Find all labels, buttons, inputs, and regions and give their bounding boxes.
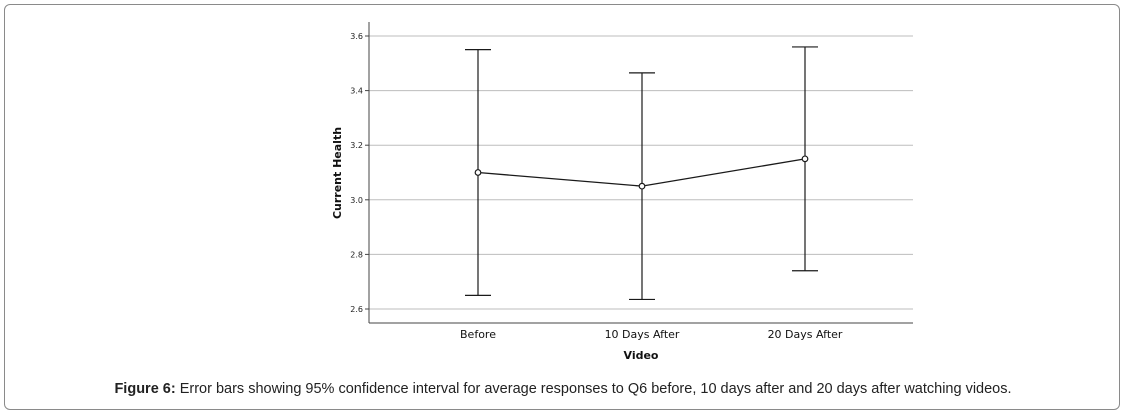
caption-text: Error bars showing 95% confidence interv… — [175, 381, 1012, 397]
x-tick-labels: Before 10 Days After 20 Days After — [460, 328, 843, 341]
mean-point — [638, 182, 646, 190]
x-tick-label: 10 Days After — [605, 328, 680, 341]
mean-points — [474, 155, 809, 190]
y-axis-title: Current Health — [331, 127, 344, 219]
y-tick-label: 2.6 — [350, 305, 363, 314]
y-tick-labels: 2.6 2.8 3.0 3.2 3.4 3.6 — [350, 32, 363, 314]
x-tick-label: 20 Days After — [768, 328, 843, 341]
mean-point — [474, 169, 482, 176]
y-tick-label: 2.8 — [350, 250, 363, 259]
gridlines — [369, 35, 913, 310]
y-tick-label: 3.2 — [350, 141, 363, 150]
y-tick-label: 3.6 — [350, 32, 363, 41]
caption-label: Figure 6: — [114, 381, 176, 397]
mean-point — [801, 155, 809, 163]
y-tick-label: 3.4 — [350, 87, 363, 96]
x-tick-label: Before — [460, 328, 496, 341]
figure-caption: Figure 6: Error bars showing 95% confide… — [0, 381, 1126, 397]
x-axis-title: Video — [624, 349, 659, 362]
figure-frame — [4, 4, 1120, 410]
error-bars — [465, 46, 818, 301]
axes — [365, 22, 913, 324]
y-tick-label: 3.0 — [350, 196, 363, 205]
